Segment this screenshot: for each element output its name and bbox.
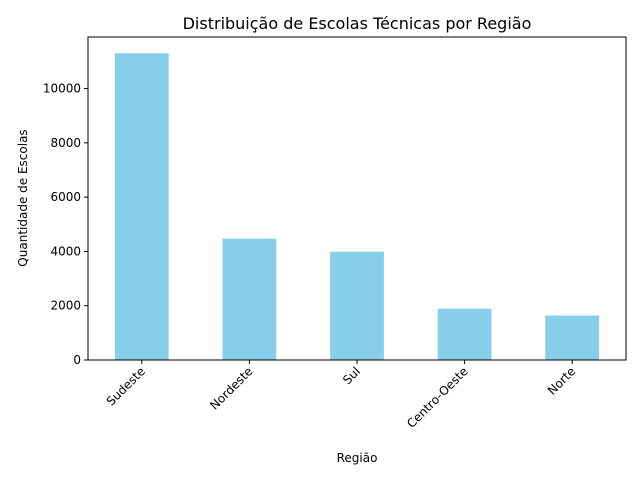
- x-tick-label: Sul: [340, 364, 363, 387]
- x-tick-label: Centro-Oeste: [404, 364, 471, 431]
- bar-sudeste: [114, 53, 169, 361]
- x-tick-label: Norte: [545, 364, 578, 397]
- y-tick-label: 2000: [50, 299, 81, 313]
- bar-sul: [330, 251, 384, 360]
- bar-centro-oeste: [437, 308, 492, 360]
- x-tick-label: Nordeste: [207, 364, 255, 412]
- y-tick-label: 8000: [50, 136, 81, 150]
- chart-title: Distribuição de Escolas Técnicas por Reg…: [183, 14, 532, 33]
- x-axis-ticks: Sudeste Nordeste Sul Centro-Oeste Norte: [104, 360, 578, 431]
- y-tick-label: 0: [73, 353, 81, 367]
- y-tick-label: 6000: [50, 190, 81, 204]
- y-axis-label: Quantidade de Escolas: [16, 129, 30, 266]
- y-axis-ticks: 0 2000 4000 6000 8000 10000: [43, 82, 88, 367]
- bar-norte: [545, 315, 600, 360]
- y-tick-label: 10000: [43, 82, 81, 96]
- y-tick-label: 4000: [50, 244, 81, 258]
- x-axis-label: Região: [337, 451, 378, 465]
- x-tick-label: Sudeste: [104, 364, 148, 408]
- bars-group: [114, 53, 600, 361]
- bar-nordeste: [222, 238, 277, 360]
